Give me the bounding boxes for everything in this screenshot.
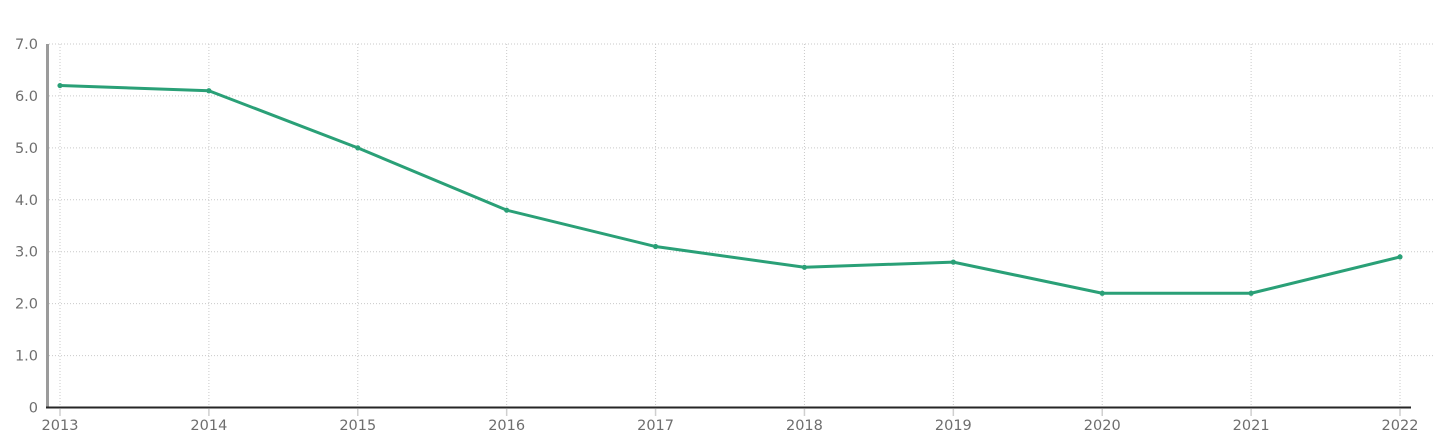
data-point-marker[interactable] bbox=[1397, 254, 1403, 260]
y-tick-label: 3.0 bbox=[15, 245, 38, 261]
x-tick-label: 2020 bbox=[1084, 418, 1121, 434]
x-tick-label: 2021 bbox=[1233, 418, 1270, 434]
data-point-marker[interactable] bbox=[57, 82, 63, 89]
x-tick-label: 2019 bbox=[935, 418, 972, 434]
data-point-marker[interactable] bbox=[355, 145, 361, 151]
y-tick-label: 1.0 bbox=[15, 349, 38, 365]
data-point-marker[interactable] bbox=[504, 207, 510, 213]
data-point-marker[interactable] bbox=[950, 259, 956, 265]
y-tick-label: 0 bbox=[29, 401, 38, 417]
data-point-marker[interactable] bbox=[1248, 290, 1254, 296]
x-tick-label: 2022 bbox=[1382, 418, 1419, 434]
data-point-marker[interactable] bbox=[1099, 290, 1105, 296]
data-point-marker[interactable] bbox=[652, 243, 659, 250]
x-tick-label: 2018 bbox=[786, 418, 823, 434]
y-tick-label: 5.0 bbox=[15, 141, 38, 157]
data-point-marker[interactable] bbox=[206, 88, 212, 94]
x-tick-label: 2013 bbox=[42, 418, 79, 434]
y-tick-label: 4.0 bbox=[15, 193, 38, 209]
data-point-marker[interactable] bbox=[801, 264, 808, 270]
y-tick-label: 2.0 bbox=[15, 297, 38, 313]
series-line[interactable] bbox=[58, 84, 1402, 295]
x-tick-label: 2014 bbox=[190, 418, 227, 434]
x-tick-label: 2017 bbox=[637, 418, 674, 434]
x-tick-label: 2016 bbox=[488, 418, 525, 434]
x-tick-label: 2015 bbox=[339, 418, 376, 434]
y-tick-label: 7.0 bbox=[15, 37, 38, 53]
y-tick-label: 6.0 bbox=[15, 89, 38, 105]
